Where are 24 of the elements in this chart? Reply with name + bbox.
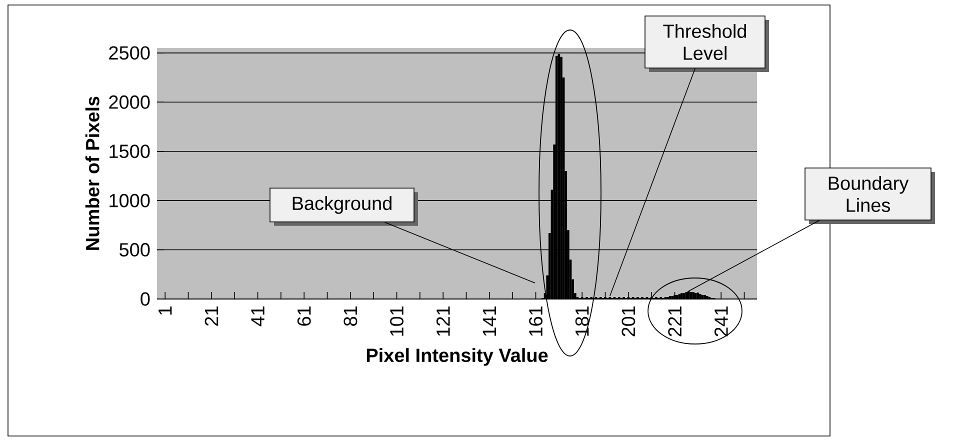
y-tick-label: 1500: [110, 144, 150, 158]
y-tick-label: 2000: [109, 95, 150, 109]
x-tick-label: 241: [714, 306, 728, 336]
x-tick-label: 161: [529, 306, 542, 336]
annotation: Threshold Level: [663, 24, 746, 60]
y-tick-label: 500: [120, 243, 150, 257]
x-axis-title: Pixel Intensity Value: [366, 348, 548, 366]
x-tick-label: 61: [297, 306, 311, 326]
y-tick-label: 2500: [109, 46, 150, 60]
x-tick-label: 181: [575, 306, 589, 336]
annotation: Boundary Lines: [828, 176, 909, 212]
x-tick-label: 21: [204, 306, 218, 326]
x-tick-label: 1: [158, 306, 172, 315]
y-tick-label: 0: [140, 292, 150, 306]
y-axis-title: Number of Pixels: [85, 96, 100, 250]
x-tick-label: 121: [436, 306, 450, 336]
x-tick-label: 101: [390, 306, 404, 336]
y-tick-label: 1000: [110, 194, 150, 208]
x-tick-label: 41: [251, 306, 264, 326]
x-tick-label: 141: [482, 306, 496, 336]
x-tick-label: 81: [344, 306, 358, 326]
x-tick-label: 201: [622, 306, 636, 336]
annotation: Background: [292, 196, 392, 214]
x-tick-label: 221: [668, 306, 682, 336]
